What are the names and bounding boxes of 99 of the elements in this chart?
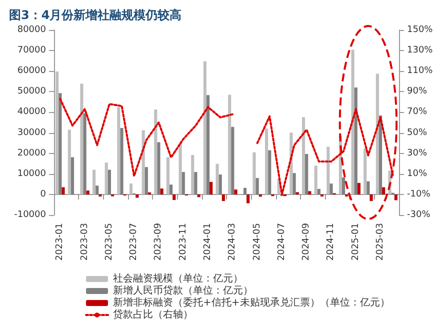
x-tick-label: 2024-07	[276, 223, 287, 261]
bar	[222, 194, 225, 202]
bar	[366, 181, 370, 194]
bar	[172, 194, 176, 200]
bar	[191, 154, 194, 194]
bar	[268, 150, 272, 194]
bar	[160, 188, 164, 194]
bar	[166, 157, 170, 194]
y-tick-label: 0	[40, 189, 46, 200]
y-tick-label: 80000	[17, 25, 46, 35]
bar	[314, 166, 318, 194]
bar	[231, 126, 234, 194]
x-tick-label: 2024-09	[302, 222, 312, 261]
bar	[62, 187, 65, 194]
y-tick-label: 50000	[17, 86, 46, 97]
y-tick-label: 60000	[17, 66, 46, 76]
bar	[216, 164, 219, 194]
bar	[157, 142, 160, 194]
x-tick-label: 2023-09	[154, 222, 164, 261]
bar	[178, 143, 182, 194]
y2-tick-label: 150%	[407, 25, 434, 35]
bar	[210, 182, 213, 194]
y-tick-label: 70000	[17, 46, 46, 56]
bar	[86, 190, 90, 194]
chart-title: 图3：4月份新增社融规模仍较高	[9, 8, 182, 22]
y2-tick-label: 30%	[407, 148, 428, 158]
y2-tick-label: 130%	[407, 46, 434, 56]
bar	[326, 146, 330, 194]
x-tick-label: 2025-03	[376, 223, 386, 261]
bar	[170, 184, 173, 194]
y-tick-label: -10000	[14, 210, 46, 220]
bar	[376, 74, 379, 194]
bar	[206, 95, 210, 194]
bar	[144, 167, 148, 194]
bar	[354, 88, 358, 194]
bar	[92, 170, 96, 194]
x-tick-label: 2024-11	[326, 223, 336, 261]
bar	[182, 172, 185, 194]
bar	[228, 94, 232, 194]
bar	[382, 187, 386, 194]
bar	[68, 130, 71, 194]
y2-tick-label: 10%	[407, 168, 428, 179]
bar	[302, 117, 306, 194]
bar	[56, 72, 59, 194]
bar	[394, 194, 398, 200]
x-tick-label: 2023-11	[178, 223, 188, 261]
bar	[194, 172, 198, 194]
bar	[154, 110, 158, 194]
x-tick-label: 2024-03	[228, 223, 238, 261]
y-tick-label: 20000	[17, 148, 46, 158]
bar	[117, 107, 120, 194]
bar	[246, 194, 250, 204]
bar	[256, 178, 259, 194]
x-tick-label: 2025-01	[350, 223, 361, 261]
bar	[120, 128, 124, 194]
x-tick-label: 2023-03	[80, 223, 90, 261]
bar	[83, 113, 86, 194]
legend-label: 贷款占比（右轴）	[113, 308, 193, 320]
bar	[234, 190, 238, 194]
y2-tick-label: 90%	[407, 86, 428, 97]
bar	[357, 182, 360, 194]
bar	[330, 184, 333, 194]
bar	[203, 61, 206, 194]
x-tick-label: 2023-07	[129, 223, 140, 261]
y2-tick-label: 50%	[407, 128, 428, 138]
bar	[96, 186, 99, 194]
bar	[265, 128, 268, 194]
bar	[308, 191, 312, 194]
bar	[364, 148, 367, 194]
bar	[80, 84, 84, 194]
bar	[197, 194, 200, 198]
bar	[129, 184, 133, 194]
bar	[351, 50, 354, 194]
legend-label: 新增非标融资（委托+信托+未贴现承兑汇票）（单位：亿元）	[113, 296, 390, 308]
y2-tick-label: -30%	[407, 210, 431, 220]
bar	[292, 173, 296, 194]
y-tick-label: 40000	[17, 107, 46, 118]
bar	[305, 154, 308, 194]
x-tick-label: 2024-05	[252, 223, 262, 261]
bar	[243, 188, 247, 194]
x-tick-label: 2023-01	[55, 223, 66, 261]
y2-tick-label: 110%	[407, 66, 434, 76]
bar	[218, 174, 222, 194]
bar	[252, 152, 256, 194]
y2-tick-label: 70%	[407, 107, 428, 118]
bar	[317, 188, 320, 194]
x-tick-label: 2024-01	[203, 223, 214, 261]
bar	[104, 162, 108, 194]
legend-label: 社会融资规模（单位：亿元）	[113, 272, 243, 284]
y-tick-label: 30000	[17, 128, 46, 138]
bar	[70, 157, 74, 194]
bar	[342, 177, 346, 194]
y2-tick-label: -10%	[407, 189, 431, 200]
bar	[370, 194, 373, 202]
legend-label: 新增人民币贷款（单位：亿元）	[113, 284, 253, 296]
bar	[108, 170, 111, 194]
bar	[58, 93, 62, 194]
x-tick-label: 2023-05	[104, 223, 114, 261]
y-tick-label: 10000	[17, 168, 46, 179]
